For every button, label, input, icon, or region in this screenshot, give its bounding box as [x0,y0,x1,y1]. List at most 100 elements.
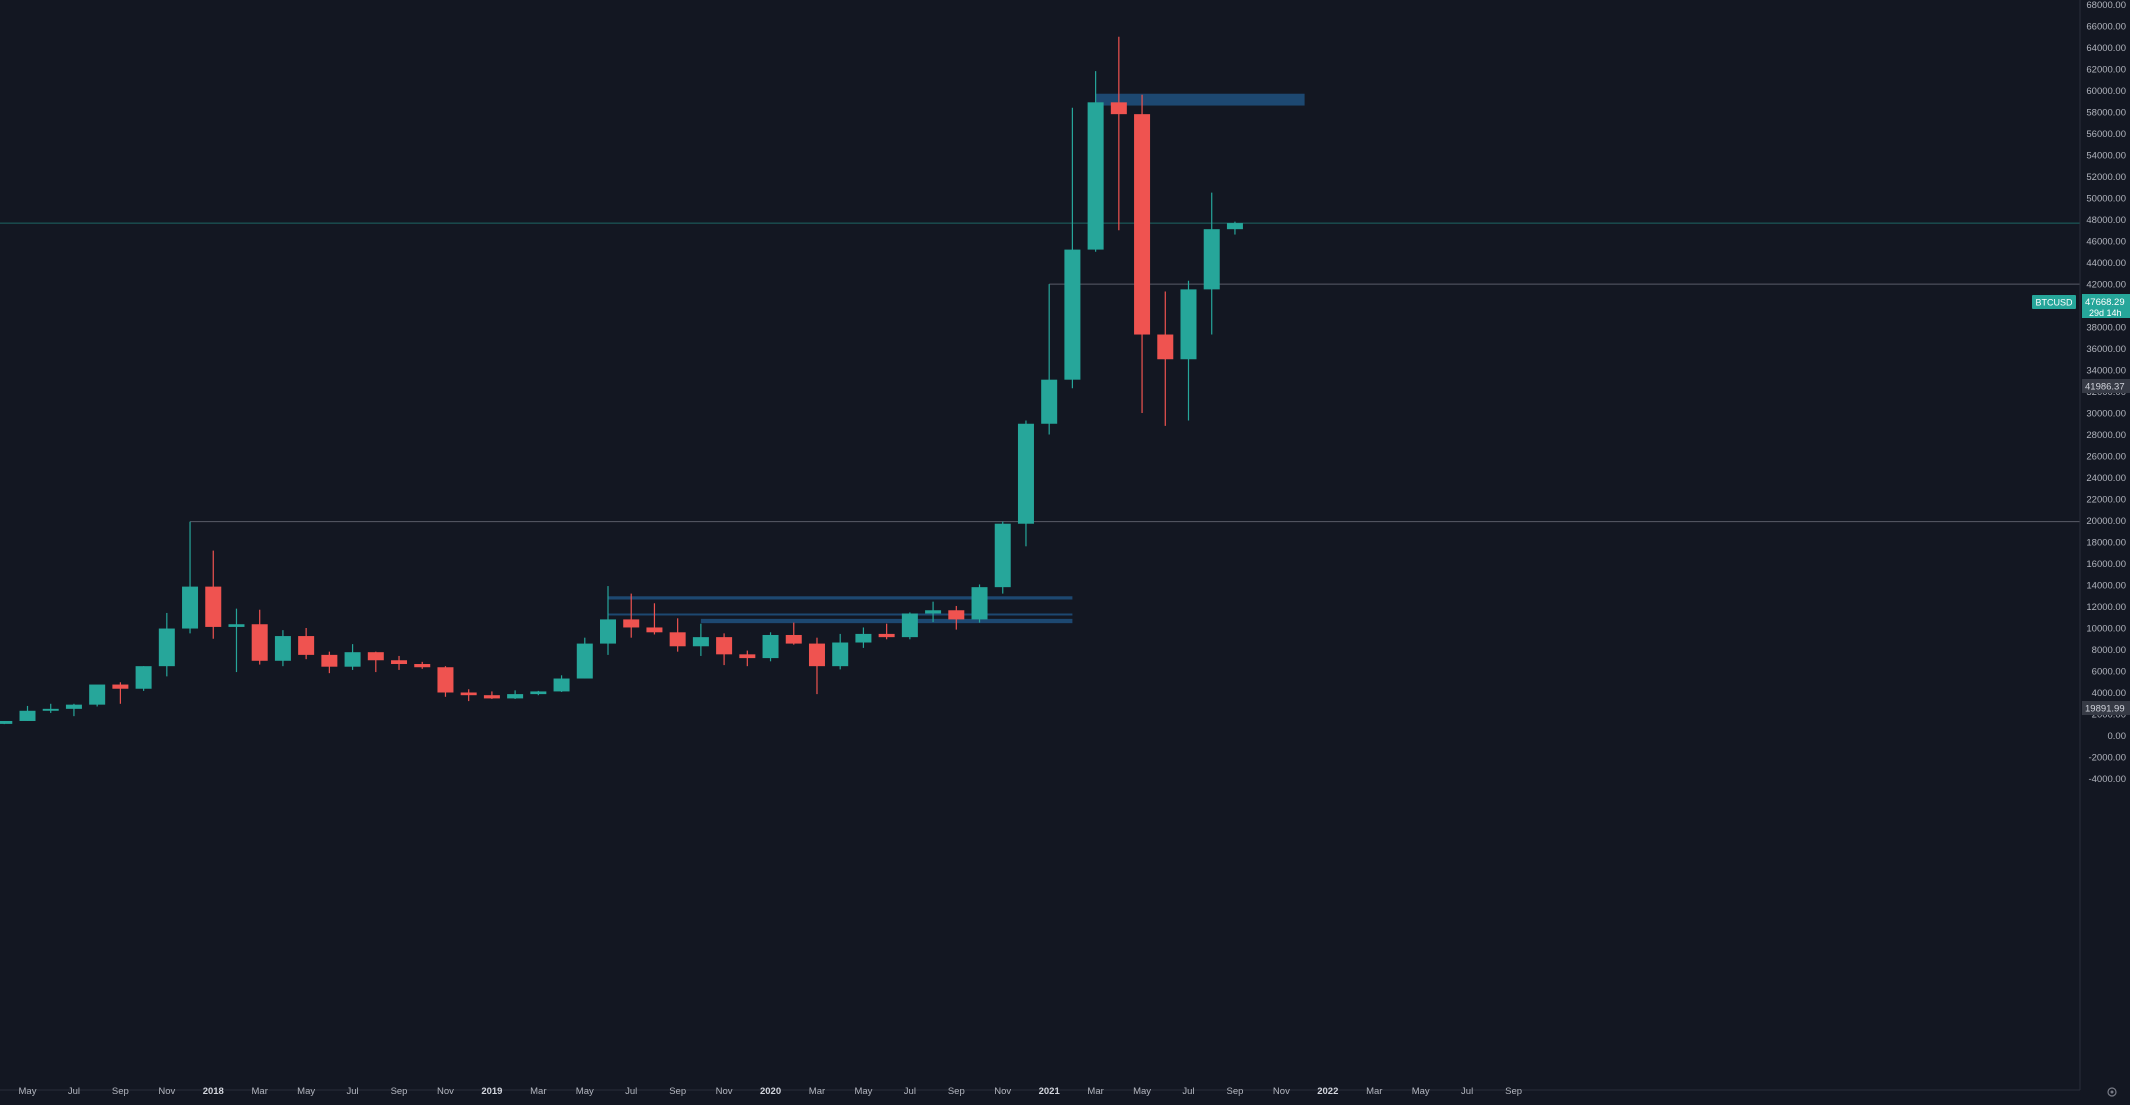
mid-marker-label-bg [2082,379,2130,393]
candle-2018-03 [251,609,268,665]
candle-body [135,666,152,689]
price-tick-label: -2000.00 [2088,753,2126,764]
settings-gear-icon[interactable] [2107,1087,2117,1097]
candle-2020-03 [808,637,825,695]
price-tick-label: 36000.00 [2086,344,2126,355]
candle-2020-02 [785,622,802,645]
time-axis[interactable]: May Jul Sep Nov 2018 Mar May Jul Sep Nov 2019 Mar Ma… [19,1086,1523,1097]
price-tick-label: 4000.00 [2092,688,2126,699]
candle-2020-08 [925,601,942,623]
price-tick-label: 56000.00 [2086,129,2126,140]
candle-2021-01 [1041,284,1058,435]
price-tick-label: 20000.00 [2086,516,2126,527]
candle-body [1064,249,1081,380]
price-tick-label: 46000.00 [2086,237,2126,248]
time-tick-label: Nov [994,1086,1011,1097]
time-tick-label: Sep [669,1086,686,1097]
time-tick-label: Mar [530,1086,546,1097]
candle-body [0,720,13,724]
candle-body [89,684,106,705]
candle-2019-11 [716,633,733,666]
candle-body [901,613,918,638]
time-tick-label: Jul [904,1086,916,1097]
time-tick-label: Sep [112,1086,129,1097]
candle-body [437,667,454,693]
time-tick-label: Nov [158,1086,175,1097]
candle-2020-04 [832,633,849,670]
candle-2018-05 [298,628,315,660]
last-price-value: 47668.29 [2085,297,2125,308]
candle-2018-12 [460,689,477,702]
candle-2017-08 [89,684,106,707]
candle-2021-03 [1087,71,1104,252]
price-tick-label: 68000.00 [2086,0,2126,11]
candle-2019-12 [739,650,756,667]
candle-2018-01 [205,550,222,639]
high-marker-label: 19891.99 [2082,701,2130,715]
candle-2019-10 [692,623,709,656]
zone-rect-1 [608,596,1073,600]
time-tick-label: Nov [716,1086,733,1097]
time-tick-label: 2022 [1317,1086,1338,1097]
candle-body [321,654,338,667]
symbol-label-bg [2032,295,2076,309]
price-tick-label: 58000.00 [2086,108,2126,119]
time-tick-label: Jul [68,1086,80,1097]
price-tick-label: -4000.00 [2088,774,2126,785]
candle-body [1180,289,1197,360]
symbol-label-text: BTCUSD [2035,298,2073,308]
candle-2017-07 [65,703,82,717]
candle-body [158,628,175,667]
candle-body [1041,379,1058,424]
price-tick-label: 30000.00 [2086,409,2126,420]
zone-rect-3 [608,613,1073,616]
price-tick-label: 24000.00 [2086,473,2126,484]
candle-2020-10 [971,584,988,623]
candle-body [1087,102,1104,250]
candle-2018-11 [437,666,454,697]
candle-2021-07 [1180,280,1197,421]
candle-2019-02 [507,690,524,699]
candle-body [251,624,268,661]
candle-2017-09 [112,682,129,704]
price-tick-label: 18000.00 [2086,538,2126,549]
candle-body [367,652,384,661]
time-tick-label: Mar [809,1086,825,1097]
candle-body [1017,423,1034,524]
price-tick-label: 48000.00 [2086,215,2126,226]
candle-2020-06 [878,623,895,640]
candle-body [971,587,988,620]
candle-body [205,586,222,627]
candle-body [1110,102,1127,115]
price-tick-label: 28000.00 [2086,430,2126,441]
price-tick-label: 54000.00 [2086,151,2126,162]
candle-body [1203,229,1220,290]
candle-body [576,643,593,679]
time-tick-label: Sep [1226,1086,1243,1097]
time-tick-label: Sep [391,1086,408,1097]
high-marker-label-bg [2082,701,2130,715]
price-tick-label: 8000.00 [2092,645,2126,656]
time-tick-label: Jul [347,1086,359,1097]
candle-body [274,636,291,661]
candle-body [716,637,733,655]
candle-2018-10 [414,661,431,669]
candle-2021-08 [1203,192,1220,335]
time-tick-label: May [297,1086,315,1097]
candle-2018-02 [228,608,245,673]
price-tick-label: 66000.00 [2086,22,2126,33]
candle-2017-12 [182,521,199,634]
candle-2021-02 [1064,107,1081,389]
candle-body [298,636,315,655]
time-tick-label: May [19,1086,37,1097]
candle-2018-06 [321,651,338,674]
price-tick-label: 38000.00 [2086,323,2126,334]
candle-2020-09 [948,605,965,630]
candle-2021-09 [1226,221,1243,235]
candle-body [646,627,663,633]
price-tick-label: 0.00 [2108,731,2127,742]
last-price-label-bg [2082,294,2130,318]
